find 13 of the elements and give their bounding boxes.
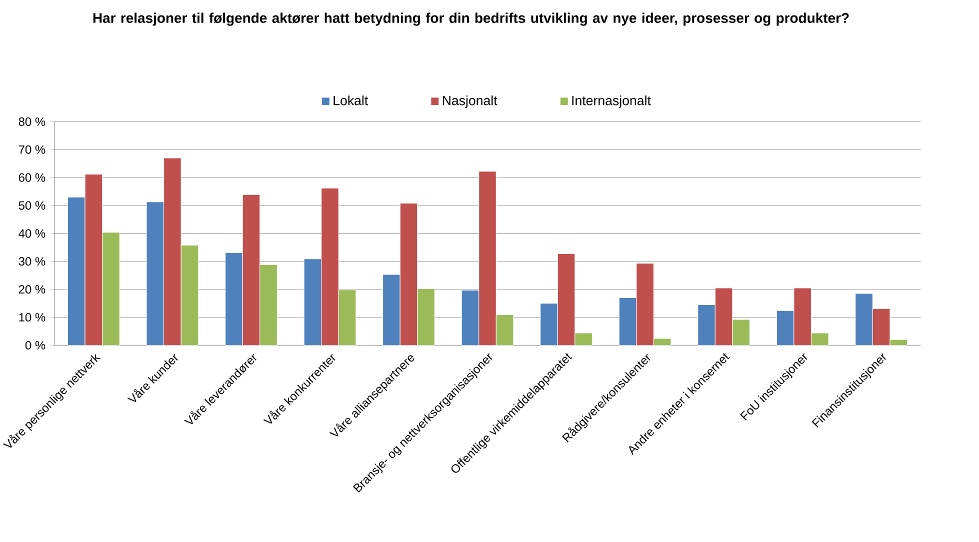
y-tick-label: 80 % <box>18 117 46 126</box>
y-tick-label: 70 % <box>18 145 46 154</box>
y-tick-label: 10 % <box>19 313 46 322</box>
y-tick-label: 30 % <box>18 257 46 266</box>
y-tick-label: 0 % <box>25 341 46 350</box>
y-tick-label: 50 % <box>18 201 46 210</box>
legend-label: Internasjonalt <box>572 96 651 108</box>
legend-label: Nasjonalt <box>442 96 498 108</box>
y-tick-label: 40 % <box>18 229 46 238</box>
y-tick-label: 60 % <box>18 173 46 182</box>
chart-title: Har relasjoner til følgende aktører hatt betydning for din bedrifts utvikling av nye ideer, prosesser og produkter? <box>93 12 849 26</box>
y-tick-label: 20 % <box>18 285 46 294</box>
legend-label: Lokalt <box>334 96 368 106</box>
